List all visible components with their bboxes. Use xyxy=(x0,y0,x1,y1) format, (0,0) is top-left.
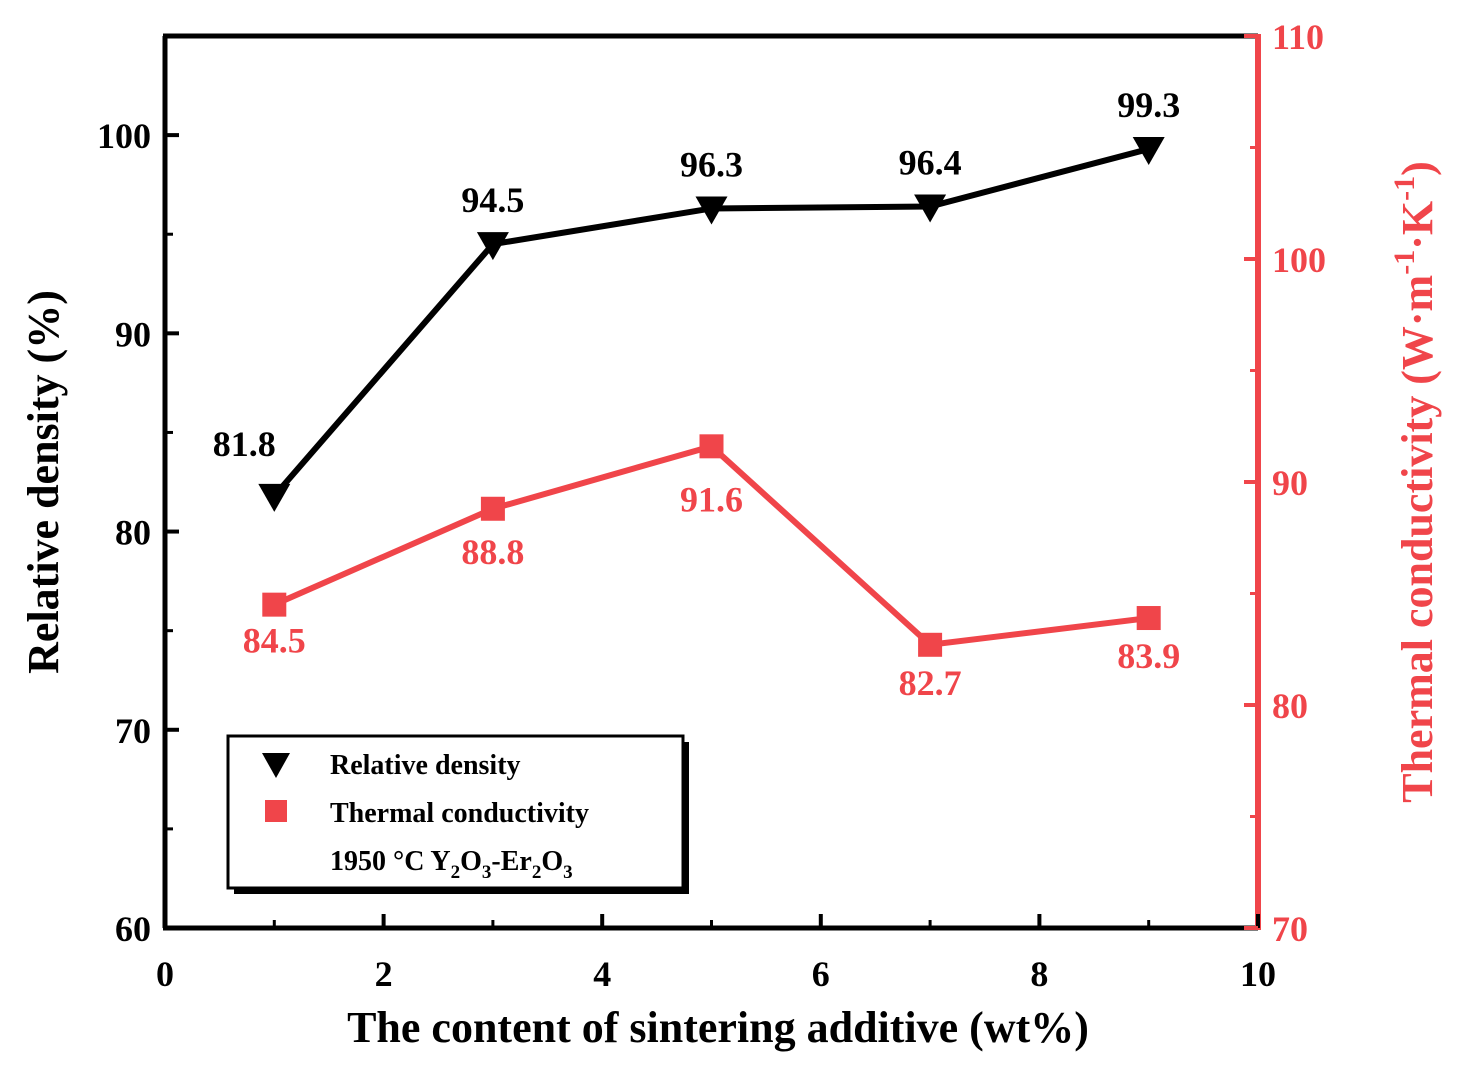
y-left-axis-ticks: 60 70 80 90 100 xyxy=(97,34,179,949)
conductivity-data-label: 84.5 xyxy=(243,621,306,661)
legend-note-sub4: 3 xyxy=(563,862,573,883)
density-data-label: 99.3 xyxy=(1117,85,1180,125)
y-right-title-mid: ·K xyxy=(1393,201,1442,250)
x-tick-label: 10 xyxy=(1240,954,1276,994)
density-data-label: 81.8 xyxy=(213,424,276,464)
x-tick-label: 4 xyxy=(593,954,611,994)
legend-note-prefix: 1950 °C Y xyxy=(330,846,451,877)
density-data-label: 94.5 xyxy=(461,180,524,220)
legend-note: 1950 °C Y2O3-Er2O3 xyxy=(330,846,573,883)
legend-note-sub2: 3 xyxy=(482,862,492,883)
legend-box xyxy=(226,734,685,890)
y-right-tick-label: 100 xyxy=(1272,240,1326,280)
x-tick-label: 6 xyxy=(812,954,830,994)
x-tick-label: 0 xyxy=(156,954,174,994)
legend-marker-triangle xyxy=(262,753,290,778)
conductivity-marker xyxy=(699,434,724,459)
y-right-title-end: ) xyxy=(1393,161,1442,176)
y-right-tick-label: 70 xyxy=(1272,909,1308,949)
conductivity-data-label: 82.7 xyxy=(899,663,962,703)
x-tick-label: 2 xyxy=(375,954,393,994)
legend-note-t3: O xyxy=(541,846,563,877)
legend-note-sub3: 2 xyxy=(532,862,542,883)
y-left-tick-label: 90 xyxy=(115,314,151,354)
y-right-title-base: Thermal conductivity (W·m xyxy=(1393,275,1442,803)
density-marker xyxy=(476,232,509,261)
series-layer xyxy=(258,136,1165,657)
y-right-axis-title: Thermal conductivity (W·m-1·K-1) xyxy=(1388,161,1442,803)
conductivity-marker xyxy=(1136,606,1161,631)
conductivity-marker xyxy=(480,496,505,521)
density-marker xyxy=(1132,136,1165,165)
density-marker xyxy=(695,196,728,225)
conductivity-data-label: 83.9 xyxy=(1117,636,1180,676)
legend-note-sub1: 2 xyxy=(451,862,461,883)
legend-note-t1: O xyxy=(460,846,482,877)
density-data-label: 96.4 xyxy=(899,142,962,182)
y-right-tick-label: 90 xyxy=(1272,463,1308,503)
y-right-axis-ticks: 70 80 90 100 110 xyxy=(1244,17,1326,949)
y-right-tick-label: 110 xyxy=(1272,17,1324,57)
x-axis-ticks: 0 2 4 6 8 10 xyxy=(156,914,1276,994)
conductivity-marker xyxy=(262,592,287,617)
x-tick-label: 8 xyxy=(1030,954,1048,994)
legend: Relative density Thermal conductivity 19… xyxy=(226,734,689,894)
y-left-tick-label: 80 xyxy=(115,513,151,553)
legend-entry-thermal-conductivity: Thermal conductivity xyxy=(330,798,589,829)
legend-entry-relative-density: Relative density xyxy=(330,750,521,781)
y-left-tick-label: 70 xyxy=(115,711,151,751)
conductivity-data-label: 91.6 xyxy=(680,479,743,519)
density-marker xyxy=(914,194,947,223)
x-axis-title: The content of sintering additive (wt%) xyxy=(347,1003,1089,1052)
y-right-tick-label: 80 xyxy=(1272,686,1308,726)
legend-note-t2: -Er xyxy=(491,846,531,877)
legend-marker-square xyxy=(265,800,287,822)
conductivity-marker xyxy=(918,632,943,657)
conductivity-data-label: 88.8 xyxy=(461,532,524,572)
series-line-thermal-conductivity xyxy=(273,442,1150,648)
y-left-axis-title: Relative density (%) xyxy=(19,290,68,674)
y-left-tick-label: 100 xyxy=(97,116,151,156)
data-label-layer: 81.8 94.5 96.3 96.4 99.3 84.5 88.8 91.6 82.7 83.9 xyxy=(213,85,1180,703)
density-data-label: 96.3 xyxy=(680,144,743,184)
density-marker xyxy=(258,483,291,512)
y-right-title-sup2: -1 xyxy=(1388,176,1421,201)
y-left-tick-label: 60 xyxy=(115,909,151,949)
y-right-title-sup1: -1 xyxy=(1388,250,1421,275)
